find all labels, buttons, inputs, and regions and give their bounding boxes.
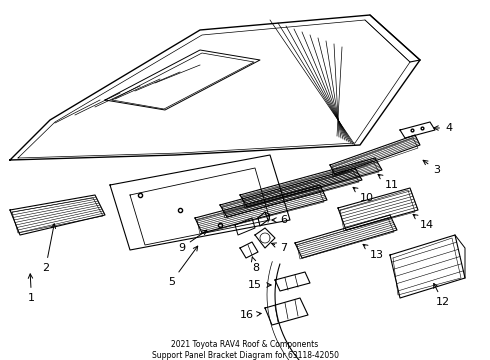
Text: 7: 7 <box>271 243 287 253</box>
Text: 2: 2 <box>42 224 55 273</box>
Text: 8: 8 <box>251 257 259 273</box>
Text: 2021 Toyota RAV4 Roof & Components
Support Panel Bracket Diagram for 63118-42050: 2021 Toyota RAV4 Roof & Components Suppo… <box>151 340 339 360</box>
Text: 4: 4 <box>434 123 452 133</box>
Text: 1: 1 <box>28 274 35 303</box>
Text: 5: 5 <box>168 246 198 287</box>
Text: 6: 6 <box>272 215 287 225</box>
Text: 12: 12 <box>434 283 450 307</box>
Text: 9: 9 <box>178 230 207 253</box>
Text: 15: 15 <box>248 280 271 290</box>
Text: 14: 14 <box>413 214 434 230</box>
Text: 10: 10 <box>353 187 374 203</box>
Text: 3: 3 <box>423 160 440 175</box>
Text: 11: 11 <box>378 174 399 190</box>
Text: 16: 16 <box>240 310 261 320</box>
Text: 13: 13 <box>363 244 384 260</box>
